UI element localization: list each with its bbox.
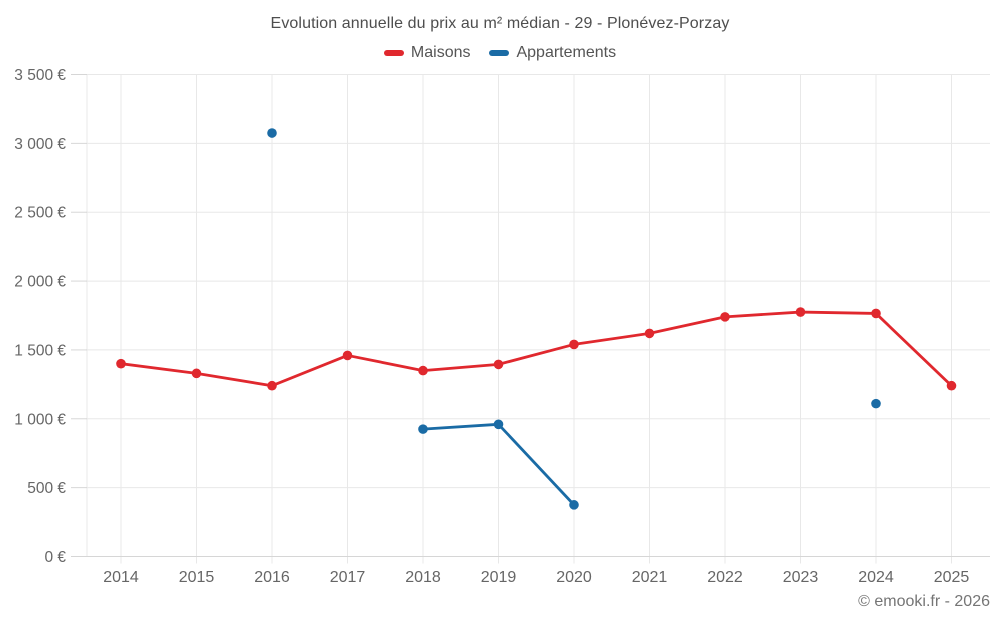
maisons-point-2023[interactable] [795,307,806,317]
legend-item-maisons[interactable]: Maisons [383,44,471,62]
x-tick-label-2014: 2014 [103,569,139,586]
chart-title: Evolution annuelle du prix au m² médian … [270,15,730,32]
maisons-point-2024[interactable] [871,308,881,319]
maisons-point-2018[interactable] [418,365,428,376]
y-tick-label-1000: 1 000 € [14,411,66,428]
x-tick-label-2018: 2018 [405,569,441,586]
maisons-point-2020[interactable] [569,339,579,350]
y-tick-label-2000: 2 000 € [14,274,66,291]
chart-legend: Maisons Appartements [0,44,1000,62]
maisons-point-2019[interactable] [493,359,504,370]
maisons-series-swatch-icon [383,50,404,56]
maisons-point-2022[interactable] [720,312,730,322]
appartements-point-2018[interactable] [418,424,428,434]
x-tick-label-2024: 2024 [858,569,894,586]
x-tick-label-2020: 2020 [556,569,592,586]
maisons-point-2014[interactable] [116,358,126,369]
appartements-point-2020[interactable] [569,500,579,510]
copyright-credit: © emooki.fr - 2026 [858,593,990,610]
maisons-point-2015[interactable] [191,368,202,379]
y-tick-label-1500: 1 500 € [14,342,66,359]
appartements-point-2024[interactable] [871,398,881,409]
appartements-series-swatch-icon [489,50,510,56]
x-tick-label-2022: 2022 [707,569,743,586]
maisons-point-2021[interactable] [644,328,655,339]
maisons-point-2017[interactable] [342,350,353,361]
y-tick-label-500: 500 € [27,480,66,497]
y-tick-label-3500: 3 500 € [14,67,66,84]
x-tick-label-2023: 2023 [783,569,819,586]
legend-label-appartements: Appartements [516,44,617,61]
x-tick-label-2021: 2021 [632,569,668,586]
x-tick-label-2017: 2017 [330,569,366,586]
maisons-point-2016[interactable] [267,380,277,391]
y-tick-label-2500: 2 500 € [14,205,66,222]
appartements-point-2019[interactable] [493,419,504,430]
x-tick-label-2015: 2015 [179,569,215,586]
legend-item-appartements[interactable]: Appartements [489,44,616,62]
maisons-point-2025[interactable] [946,380,957,391]
y-tick-label-3000: 3 000 € [14,136,66,153]
y-tick-label-0: 0 € [44,549,66,566]
x-tick-label-2019: 2019 [481,569,517,586]
x-tick-label-2025: 2025 [934,569,970,586]
appartements-point-2016[interactable] [267,128,277,138]
x-tick-label-2016: 2016 [254,569,290,586]
legend-label-maisons: Maisons [410,44,471,61]
maisons-line [119,310,953,388]
